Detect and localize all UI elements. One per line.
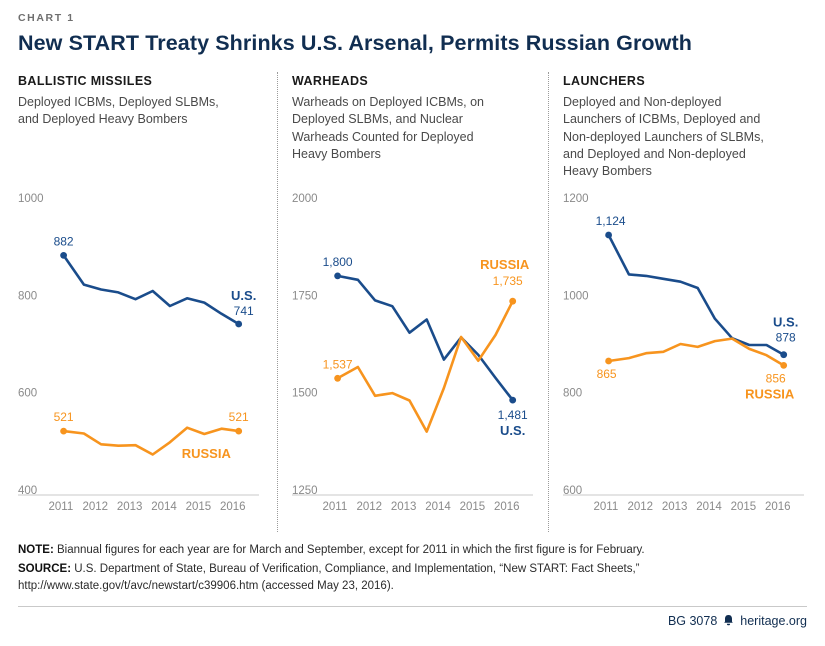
panel-subtitle-launchers: Deployed and Non-deployed Launchers of I… — [563, 95, 764, 178]
site-name: heritage.org — [740, 613, 807, 628]
data-point-label: 1,124 — [596, 214, 626, 228]
russia-endpoint-dot — [60, 427, 67, 435]
note-label: NOTE: — [18, 544, 54, 556]
x-tick-label: 2015 — [731, 501, 757, 513]
panel-title-warheads: WARHEADS — [292, 74, 369, 88]
report-id: BG 3078 — [667, 613, 718, 628]
us-endpoint-dot — [334, 272, 341, 280]
source-text: U.S. Department of State, Bureau of Veri… — [18, 563, 640, 592]
russia-line — [62, 426, 240, 456]
panel-warheads: WARHEADS Warheads on Deployed ICBMs, on … — [277, 72, 548, 532]
series-name-label: U.S. — [773, 315, 798, 330]
x-tick-label: 2016 — [494, 501, 520, 513]
x-tick-label: 2013 — [662, 501, 688, 513]
chart-kicker: CHART 1 — [18, 12, 75, 24]
y-tick-label: 800 — [563, 388, 582, 400]
data-point-label: 878 — [776, 331, 796, 345]
series-name-label: RUSSIA — [745, 386, 795, 401]
x-tick-label: 2014 — [696, 501, 722, 513]
chart-panels: BALLISTIC MISSILES Deployed ICBMs, Deplo… — [18, 72, 807, 532]
x-tick-label: 2011 — [49, 501, 74, 513]
data-point-label: 1,537 — [323, 357, 353, 371]
us-line — [62, 254, 240, 326]
y-tick-label: 1500 — [292, 388, 318, 400]
us-endpoint-dot — [509, 396, 517, 404]
panel-ballistic-missiles: BALLISTIC MISSILES Deployed ICBMs, Deplo… — [18, 72, 277, 532]
x-tick-label: 2012 — [82, 501, 108, 513]
page-title: New START Treaty Shrinks U.S. Arsenal, P… — [18, 31, 692, 55]
y-tick-label: 1250 — [292, 485, 318, 497]
x-tick-label: 2012 — [627, 501, 653, 513]
us-endpoint-dot — [605, 231, 612, 239]
data-point-label: 1,800 — [323, 255, 353, 269]
data-point-label: 882 — [54, 234, 74, 248]
x-tick-label: 2014 — [425, 501, 451, 513]
panel-launchers: LAUNCHERS Deployed and Non-deployed Laun… — [548, 72, 807, 532]
panel-title-launchers: LAUNCHERS — [563, 74, 646, 88]
y-tick-label: 600 — [18, 388, 37, 400]
source-line: SOURCE: U.S. Department of State, Bureau… — [18, 561, 807, 594]
x-tick-label: 2014 — [151, 501, 177, 513]
footer: BG 3078 heritage.org — [18, 607, 807, 628]
us-endpoint-dot — [235, 320, 243, 328]
us-line — [607, 233, 785, 356]
data-point-label: 1,481 — [498, 408, 528, 422]
x-tick-label: 2016 — [220, 501, 246, 513]
series-name-label: RUSSIA — [182, 446, 232, 461]
y-tick-label: 600 — [563, 485, 582, 497]
series-name-label: RUSSIA — [480, 257, 530, 272]
notes-block: NOTE: Biannual figures for each year are… — [18, 542, 807, 594]
russia-line — [607, 337, 785, 367]
y-tick-label: 1750 — [292, 290, 318, 302]
note-text: Biannual figures for each year are for M… — [56, 544, 645, 556]
x-tick-label: 2012 — [356, 501, 382, 513]
note-line: NOTE: Biannual figures for each year are… — [18, 542, 807, 558]
russia-line — [336, 299, 514, 433]
x-tick-label: 2011 — [594, 501, 619, 513]
data-point-label: 856 — [766, 371, 786, 385]
line-chart-warheads: 2000 1750 1500 1250 2011 2012 2013 2014 2015 2016… — [292, 193, 533, 513]
y-tick-label: 800 — [18, 290, 37, 302]
x-tick-label: 2016 — [765, 501, 791, 513]
x-tick-label: 2013 — [117, 501, 143, 513]
panel-subtitle-ballistic-missiles: Deployed ICBMs, Deployed SLBMs, and Depl… — [18, 95, 219, 127]
russia-endpoint-dot — [334, 374, 341, 382]
heritage-bell-icon — [724, 615, 734, 626]
russia-endpoint-dot — [235, 427, 243, 435]
data-point-label: 521 — [54, 410, 74, 424]
y-tick-label: 1000 — [563, 290, 589, 302]
series-name-label: U.S. — [500, 423, 525, 438]
y-tick-label: 2000 — [292, 193, 318, 205]
data-point-label: 1,735 — [493, 274, 523, 288]
series-name-label: U.S. — [231, 288, 256, 303]
panel-title-ballistic-missiles: BALLISTIC MISSILES — [18, 74, 153, 88]
footer-divider — [18, 605, 807, 607]
data-point-label: 865 — [597, 367, 617, 381]
line-chart-launchers: 1200 1000 800 600 2011 2012 2013 2014 2015 2016 1,… — [563, 193, 804, 513]
us-endpoint-dot — [60, 252, 67, 259]
data-point-label: 741 — [234, 304, 254, 318]
us-line — [336, 274, 514, 402]
us-endpoint-dot — [780, 351, 788, 359]
y-tick-label: 400 — [18, 485, 37, 497]
x-tick-label: 2011 — [323, 501, 348, 513]
russia-endpoint-dot — [605, 357, 612, 365]
source-label: SOURCE: — [18, 563, 72, 576]
y-tick-label: 1200 — [563, 193, 589, 205]
data-point-label: 521 — [229, 410, 249, 424]
panel-subtitle-warheads: Warheads on Deployed ICBMs, on Deployed … — [292, 95, 484, 161]
x-tick-label: 2015 — [460, 501, 486, 513]
x-tick-label: 2013 — [391, 501, 417, 513]
y-tick-label: 1000 — [18, 193, 44, 205]
russia-endpoint-dot — [509, 297, 517, 305]
line-chart-ballistic-missiles: 1000 800 600 400 2011 2012 2013 2014 2015 2016 882… — [18, 193, 259, 513]
x-tick-label: 2015 — [186, 501, 212, 513]
russia-endpoint-dot — [780, 362, 788, 369]
